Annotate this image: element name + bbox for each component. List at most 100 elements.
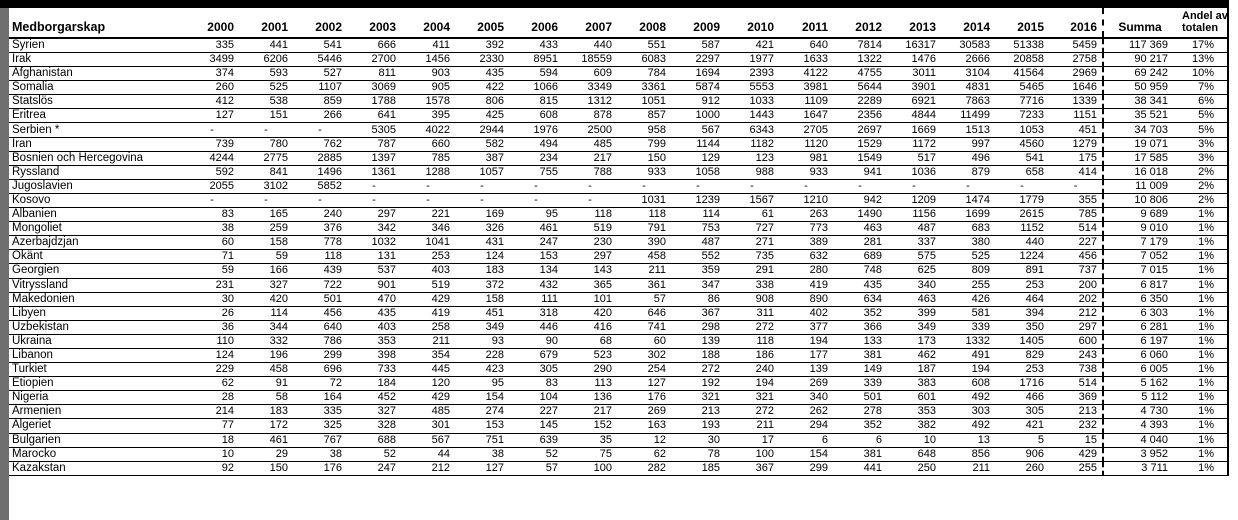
- year-value-cell: 127: [617, 376, 671, 392]
- year-value-cell: 151: [239, 108, 293, 124]
- year-value-cell: 1120: [779, 137, 833, 152]
- year-value-cell: 231: [185, 278, 239, 293]
- year-value-cell: 213: [671, 404, 725, 420]
- year-value-cell: 1031: [617, 193, 671, 209]
- year-value-cell: 2705: [779, 122, 833, 138]
- year-value-cell: 445: [401, 362, 455, 378]
- year-value-cell: 211: [941, 461, 995, 476]
- year-value-cell: 1694: [671, 66, 725, 82]
- year-value-cell: 10: [185, 447, 239, 462]
- year-value-cell: 380: [941, 235, 995, 251]
- year-value-cell: 131: [347, 249, 401, 265]
- table-row: Etiopien 62 91 72 184 120 95 83 113 127 192 194 269 3…: [9, 376, 1228, 392]
- year-value-cell: 784: [617, 66, 671, 82]
- year-value-cell: 958: [617, 122, 671, 138]
- year-value-cell: 52: [509, 447, 563, 462]
- summa-cell: 10 806: [1102, 193, 1177, 209]
- table-row: Somalia 260 525 1107 3069 905 422 1066 3349 3361 5…: [9, 80, 1228, 96]
- year-value-cell: 212: [1049, 306, 1103, 321]
- year-value-cell: 420: [563, 306, 617, 321]
- year-value-cell: 456: [1049, 249, 1103, 265]
- citizenship-cell: Vitryssland: [9, 278, 185, 293]
- table-row: Vitryssland 231 327 722 901 519 372 432 365 361 34…: [9, 278, 1228, 293]
- year-value-cell: 68: [563, 334, 617, 349]
- year-value-cell: 403: [401, 263, 455, 279]
- year-value-cell: 217: [563, 404, 617, 420]
- year-value-cell: 4122: [779, 66, 833, 82]
- year-value-cell: 689: [833, 249, 887, 265]
- table-row: Irak 3499 6206 5446 2700 1456 2330 8951 18559 608…: [9, 52, 1228, 68]
- year-value-cell: 72: [293, 376, 347, 392]
- col-header-year-2008: 2008: [617, 8, 671, 39]
- col-header-year-2007: 2007: [563, 8, 617, 39]
- year-value-cell: 5305: [347, 122, 401, 138]
- year-value-cell: 2356: [833, 108, 887, 124]
- year-value-cell: 366: [833, 320, 887, 335]
- year-value-cell: 123: [725, 151, 779, 166]
- year-value-cell: 421: [995, 418, 1049, 434]
- year-value-cell: -: [887, 179, 941, 194]
- year-value-cell: 608: [509, 108, 563, 124]
- table-row: Libanon 124 196 299 398 354 228 679 523 302 188 186…: [9, 348, 1228, 364]
- year-value-cell: 127: [185, 108, 239, 124]
- year-value-cell: 353: [887, 404, 941, 420]
- year-value-cell: 321: [725, 390, 779, 406]
- year-value-cell: 59: [185, 263, 239, 279]
- year-value-cell: 194: [725, 376, 779, 392]
- year-value-cell: 462: [887, 348, 941, 364]
- year-value-cell: 382: [887, 418, 941, 434]
- year-value-cell: 350: [995, 320, 1049, 335]
- citizenship-cell: Somalia: [9, 80, 185, 96]
- year-value-cell: 737: [1049, 263, 1103, 279]
- year-value-cell: 1279: [1049, 137, 1103, 152]
- year-value-cell: 785: [1049, 207, 1103, 223]
- year-value-cell: 1578: [401, 94, 455, 110]
- year-value-cell: 352: [833, 418, 887, 434]
- year-value-cell: 291: [725, 263, 779, 279]
- year-value-cell: 496: [941, 151, 995, 166]
- year-value-cell: 791: [617, 221, 671, 237]
- year-value-cell: 2615: [995, 207, 1049, 223]
- share-cell: 1%: [1177, 362, 1228, 378]
- year-value-cell: 6921: [887, 94, 941, 110]
- year-value-cell: 1779: [995, 193, 1049, 209]
- year-value-cell: 38: [185, 221, 239, 237]
- summa-cell: 6 005: [1102, 362, 1177, 378]
- summa-cell: 35 521: [1102, 108, 1177, 124]
- col-header-year-2010: 2010: [725, 8, 779, 39]
- year-value-cell: 136: [563, 390, 617, 406]
- year-value-cell: 901: [347, 278, 401, 293]
- year-value-cell: 2969: [1049, 66, 1103, 82]
- share-cell: 1%: [1177, 433, 1228, 448]
- table-row: Armenien 214 183 335 327 485 274 227 217 269 213 27…: [9, 404, 1228, 420]
- year-value-cell: 412: [185, 94, 239, 110]
- year-value-cell: 1788: [347, 94, 401, 110]
- year-value-cell: 196: [239, 348, 293, 364]
- year-value-cell: 152: [563, 418, 617, 434]
- year-value-cell: 815: [509, 94, 563, 110]
- year-value-cell: 41564: [995, 66, 1049, 82]
- year-value-cell: 227: [1049, 235, 1103, 251]
- share-cell: 1%: [1177, 376, 1228, 392]
- year-value-cell: 421: [725, 38, 779, 53]
- year-value-cell: 799: [617, 137, 671, 152]
- year-value-cell: 294: [779, 418, 833, 434]
- year-value-cell: 859: [293, 94, 347, 110]
- year-value-cell: 172: [239, 418, 293, 434]
- year-value-cell: 1057: [455, 165, 509, 180]
- year-value-cell: 77: [185, 418, 239, 434]
- year-value-cell: 2330: [455, 52, 509, 68]
- year-value-cell: 541: [293, 38, 347, 53]
- year-value-cell: 420: [239, 292, 293, 307]
- year-value-cell: 229: [185, 362, 239, 378]
- year-value-cell: 3011: [887, 66, 941, 82]
- citizenship-cell: Syrien: [9, 38, 185, 53]
- year-value-cell: 2944: [455, 122, 509, 138]
- year-value-cell: 184: [347, 376, 401, 392]
- year-value-cell: 113: [563, 376, 617, 392]
- year-value-cell: 501: [833, 390, 887, 406]
- year-value-cell: 452: [347, 390, 401, 406]
- left-edge-strip: [0, 0, 9, 520]
- year-value-cell: 17: [725, 433, 779, 448]
- year-value-cell: 2289: [833, 94, 887, 110]
